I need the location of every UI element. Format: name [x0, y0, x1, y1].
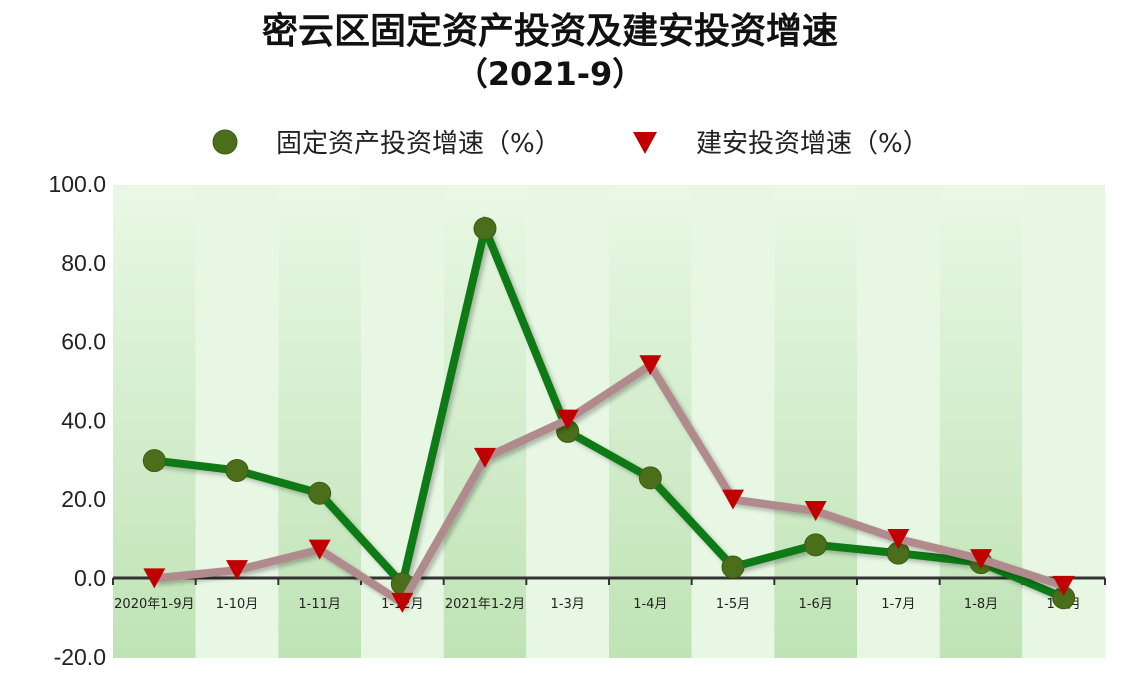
- data-point: [556, 409, 579, 430]
- legend-marker-1: [633, 132, 657, 154]
- data-point: [970, 549, 992, 570]
- band-10: [939, 185, 1023, 658]
- data-point: [473, 217, 497, 241]
- chart-title: 密云区固定资产投资及建安投资增速: [261, 11, 838, 52]
- y-tick-label: 40.0: [61, 407, 106, 433]
- y-axis: 100.0 80.0 60.0 40.0 20.0 0.0 -20.0: [48, 171, 106, 670]
- band-1: [195, 185, 279, 658]
- series-line-1: [153, 359, 1065, 609]
- y-tick-label: 80.0: [61, 250, 106, 276]
- y-tick-label: 100.0: [48, 171, 106, 197]
- x-tick-label: 1-11月: [298, 597, 341, 612]
- x-tick-label: 1-10月: [216, 597, 259, 612]
- data-point: [887, 528, 910, 549]
- data-point: [1052, 575, 1075, 596]
- legend-label-0: 固定资产投资增速（%）: [276, 129, 561, 159]
- chart-subtitle: （2021-9）: [455, 55, 645, 93]
- data-point: [722, 489, 744, 510]
- band-9: [857, 185, 940, 658]
- data-point: [804, 533, 828, 557]
- y-tick-label: -20.0: [54, 644, 106, 670]
- band-4: [443, 185, 527, 658]
- data-point: [142, 449, 166, 473]
- data-point: [308, 481, 332, 505]
- x-tick-label: 1-4月: [633, 597, 667, 612]
- data-point: [474, 447, 496, 468]
- data-point: [804, 501, 827, 522]
- legend-marker-0: [212, 129, 238, 155]
- series-lines: [142, 215, 1076, 613]
- x-tick-label: 1-8月: [964, 597, 998, 612]
- y-tick-label: 0.0: [74, 565, 106, 591]
- data-point: [391, 592, 414, 613]
- x-tick-label: 1-3月: [551, 597, 585, 612]
- data-point: [143, 568, 166, 589]
- background-bands: [113, 185, 1105, 658]
- data-point: [721, 555, 745, 579]
- series-line-0: [153, 215, 1066, 602]
- y-tick-label: 60.0: [61, 329, 106, 355]
- y-tick-label: 20.0: [61, 486, 106, 512]
- band-6: [609, 185, 692, 658]
- x-tick-label: 2021年1-2月: [445, 597, 525, 612]
- legend: 固定资产投资增速（%） 建安投资增速（%）: [186, 129, 929, 159]
- x-tick-label: 1-5月: [716, 597, 750, 612]
- legend-label-1: 建安投资增速（%）: [696, 129, 929, 159]
- band-8: [774, 185, 857, 658]
- x-tick-label: 1-6月: [799, 597, 833, 612]
- data-point: [639, 355, 662, 376]
- data-point: [225, 458, 249, 482]
- band-2: [278, 185, 361, 658]
- data-point: [308, 539, 331, 560]
- data-point: [226, 560, 248, 581]
- data-point: [638, 466, 662, 490]
- x-tick-label: 1-7月: [881, 597, 915, 612]
- x-tick-label: 2020年1-9月: [114, 597, 194, 612]
- band-7: [691, 185, 775, 658]
